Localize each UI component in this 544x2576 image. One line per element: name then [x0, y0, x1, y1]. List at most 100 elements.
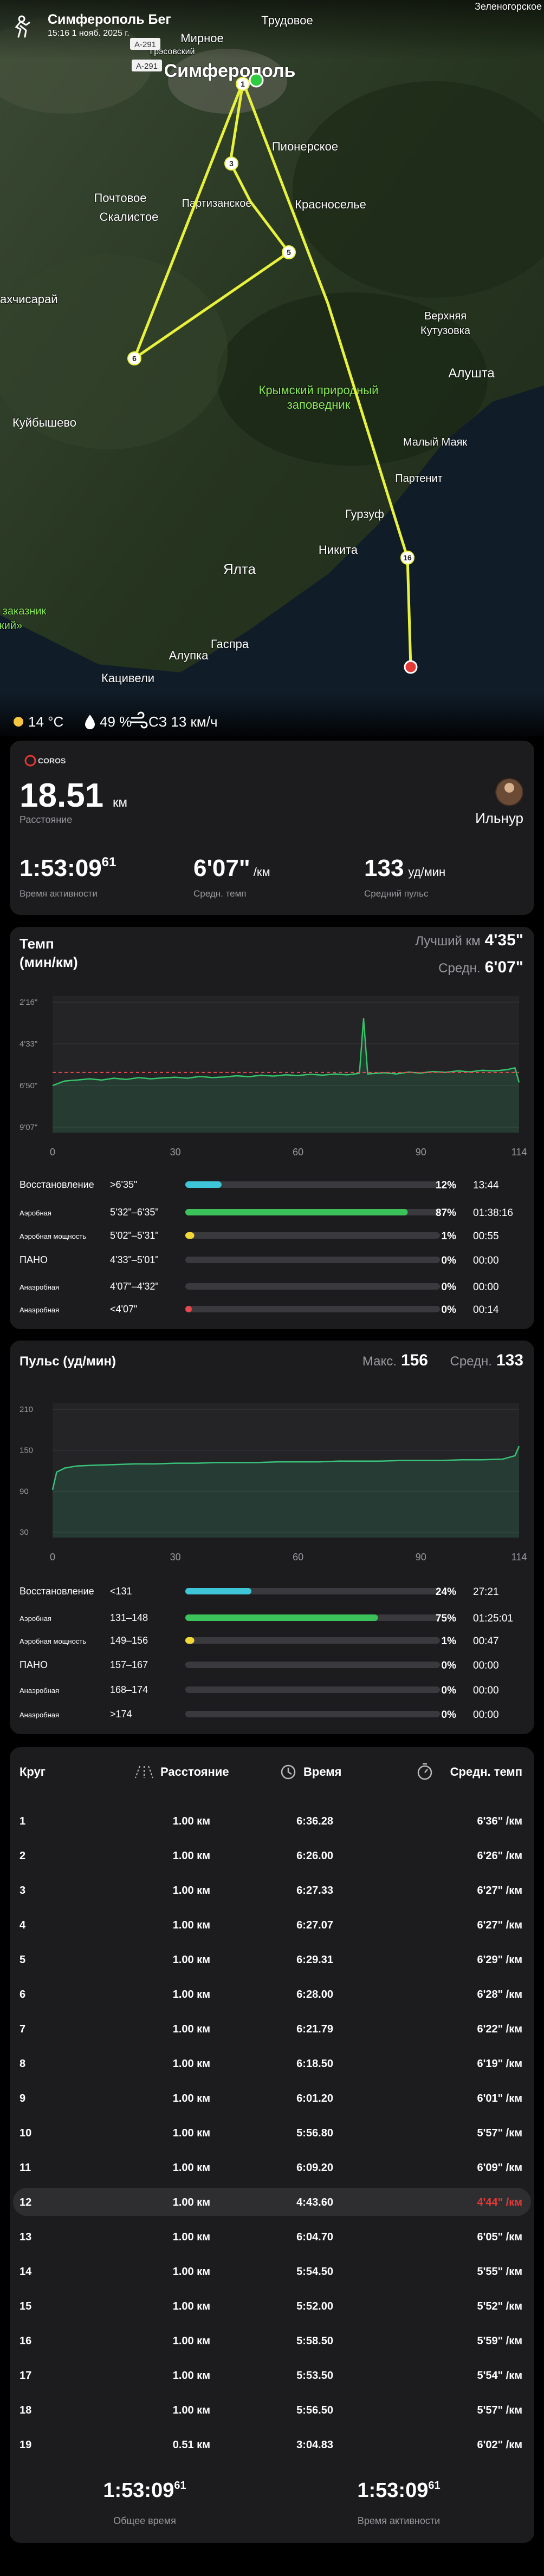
- lap-time: 6:27.33: [296, 1885, 333, 1897]
- zone-range: 131–148: [110, 1612, 148, 1623]
- zone-percent: 1%: [442, 1636, 457, 1647]
- zone-time: 00:00: [473, 1685, 499, 1696]
- y-tick-label: 150: [20, 1446, 33, 1455]
- zone-name: Аэробная мощность: [20, 1232, 86, 1240]
- y-tick-label: 2'16": [20, 998, 37, 1007]
- active-time-main: 1:53:09: [20, 855, 102, 881]
- zone-range: 5'32"–6'35": [110, 1207, 159, 1218]
- lap-pace: 5'52" /км: [477, 2300, 522, 2312]
- lap-time: 6:27.07: [296, 1919, 333, 1931]
- avatar-face: [504, 783, 514, 793]
- lap-distance: 1.00 км: [173, 1954, 210, 1966]
- y-tick-label: 90: [20, 1487, 29, 1496]
- distance-unit: км: [113, 795, 127, 810]
- zone-range: 5'02"–5'31": [110, 1230, 159, 1241]
- place-label: Крымский природный: [259, 383, 379, 397]
- zone-time: 00:47: [473, 1636, 499, 1647]
- hr-max-value: 156: [401, 1351, 428, 1369]
- x-tick-label: 30: [170, 1552, 181, 1562]
- active-time-footer-sup: 61: [428, 2480, 440, 2492]
- pace-title: Темп: [20, 936, 54, 952]
- hr-avg-label: Средн.: [450, 1354, 492, 1369]
- zone-range: <131: [110, 1586, 132, 1597]
- lap-number: 1: [20, 1815, 25, 1827]
- lap-distance: 1.00 км: [173, 1850, 210, 1862]
- zone-range: 157–167: [110, 1659, 148, 1670]
- map-bottom-shade: [0, 693, 544, 736]
- lap-time: 6:36.28: [296, 1815, 333, 1827]
- lap-number: 5: [20, 1954, 25, 1966]
- zone-range: 168–174: [110, 1684, 148, 1695]
- x-tick-label: 60: [293, 1147, 303, 1158]
- lap-pace: 6'27" /км: [477, 1885, 522, 1897]
- temperature: 14 °C: [28, 714, 63, 730]
- lap-number: 4: [20, 1919, 26, 1931]
- zone-time: 00:00: [473, 1660, 499, 1671]
- place-label: ахчисарай: [0, 292, 58, 306]
- y-tick-label: 4'33": [20, 1039, 37, 1049]
- road-sign-label: A-291: [134, 40, 156, 49]
- zone-percent: 0%: [442, 1304, 457, 1316]
- active-time-footer-main: 1:53:09: [357, 2479, 428, 2502]
- lap-time: 6:21.79: [296, 2023, 333, 2035]
- fields: [0, 254, 228, 449]
- weather: 14 °C 49 % СЗ 13 км/ч: [14, 711, 218, 730]
- zone-percent: 87%: [436, 1207, 456, 1219]
- city-area: [168, 49, 287, 114]
- road-sign-label: A-291: [136, 62, 158, 71]
- lap-distance: 1.00 км: [173, 2370, 210, 2382]
- hr-avg-value: 133: [496, 1351, 523, 1369]
- route-marker: [282, 245, 296, 259]
- zone-name: Анаэробная: [20, 1283, 59, 1291]
- lap-pace: 6'05" /км: [477, 2231, 522, 2243]
- user-name: Ильнур: [475, 810, 523, 826]
- lap-pace: 6'26" /км: [477, 1850, 522, 1862]
- place-label: кий»: [0, 620, 22, 632]
- place-label: Куйбышево: [12, 416, 76, 429]
- lap-distance: 1.00 км: [173, 2335, 210, 2347]
- place-label: Зеленогорское: [475, 1, 542, 12]
- total-time-label: Общее время: [113, 2515, 176, 2526]
- route-marker-label: 5: [287, 248, 291, 257]
- place-label: Скалистое: [100, 210, 159, 224]
- y-tick-label: 30: [20, 1528, 29, 1537]
- run-icon: [15, 15, 30, 38]
- place-label: Грэсовский: [150, 47, 195, 56]
- lap-time: 5:52.00: [296, 2300, 333, 2312]
- lap-time: 4:43.60: [296, 2196, 333, 2208]
- zone-time: 00:00: [473, 1709, 499, 1721]
- finish-point: [404, 660, 418, 674]
- place-label: заказник: [3, 605, 47, 617]
- lap-pace: 6'29" /км: [477, 1954, 522, 1966]
- zone-range: 149–156: [110, 1635, 148, 1646]
- place-label: Пионерское: [272, 140, 338, 153]
- zone-time: 00:00: [473, 1282, 499, 1293]
- best-km-label: Лучший км: [415, 934, 480, 949]
- lap-number: 19: [20, 2439, 31, 2451]
- activity-datetime: 15:16 1 нояб. 2025 г.: [48, 29, 129, 38]
- zone-range: 4'07"–4'32": [110, 1281, 159, 1292]
- brand-icon: [24, 755, 36, 767]
- route-marker: [127, 351, 141, 365]
- lap-pace: 5'57" /км: [477, 2127, 522, 2139]
- y-tick-label: 6'50": [20, 1081, 37, 1090]
- zone-name: Восстановление: [20, 1586, 94, 1597]
- zone-range: 4'33"–5'01": [110, 1254, 159, 1265]
- map[interactable]: Трудовое Мирное Грэсовский Симферополь Зелен…: [0, 0, 544, 736]
- active-time: 1:53:0961: [20, 855, 116, 881]
- place-label: Верхняя: [424, 310, 467, 322]
- route-marker-label: 16: [403, 553, 412, 562]
- area: [53, 1018, 519, 1133]
- lap-pace: 6'02" /км: [477, 2439, 522, 2451]
- line: [51, 1446, 520, 1490]
- pace-card: Темп (мин/км) Лучший км 4'35" Средн. 6'07"…: [10, 927, 534, 1329]
- zone-time: 00:00: [473, 1255, 499, 1266]
- lap-time: 6:26.00: [296, 1850, 333, 1862]
- card: [10, 1747, 534, 2543]
- time-icon: [281, 1764, 296, 1780]
- route-marker-label: 6: [132, 354, 137, 363]
- place-label: Кацивели: [101, 671, 154, 685]
- lap-distance: 1.00 км: [173, 2023, 210, 2035]
- zone-time: 01:38:16: [473, 1207, 513, 1219]
